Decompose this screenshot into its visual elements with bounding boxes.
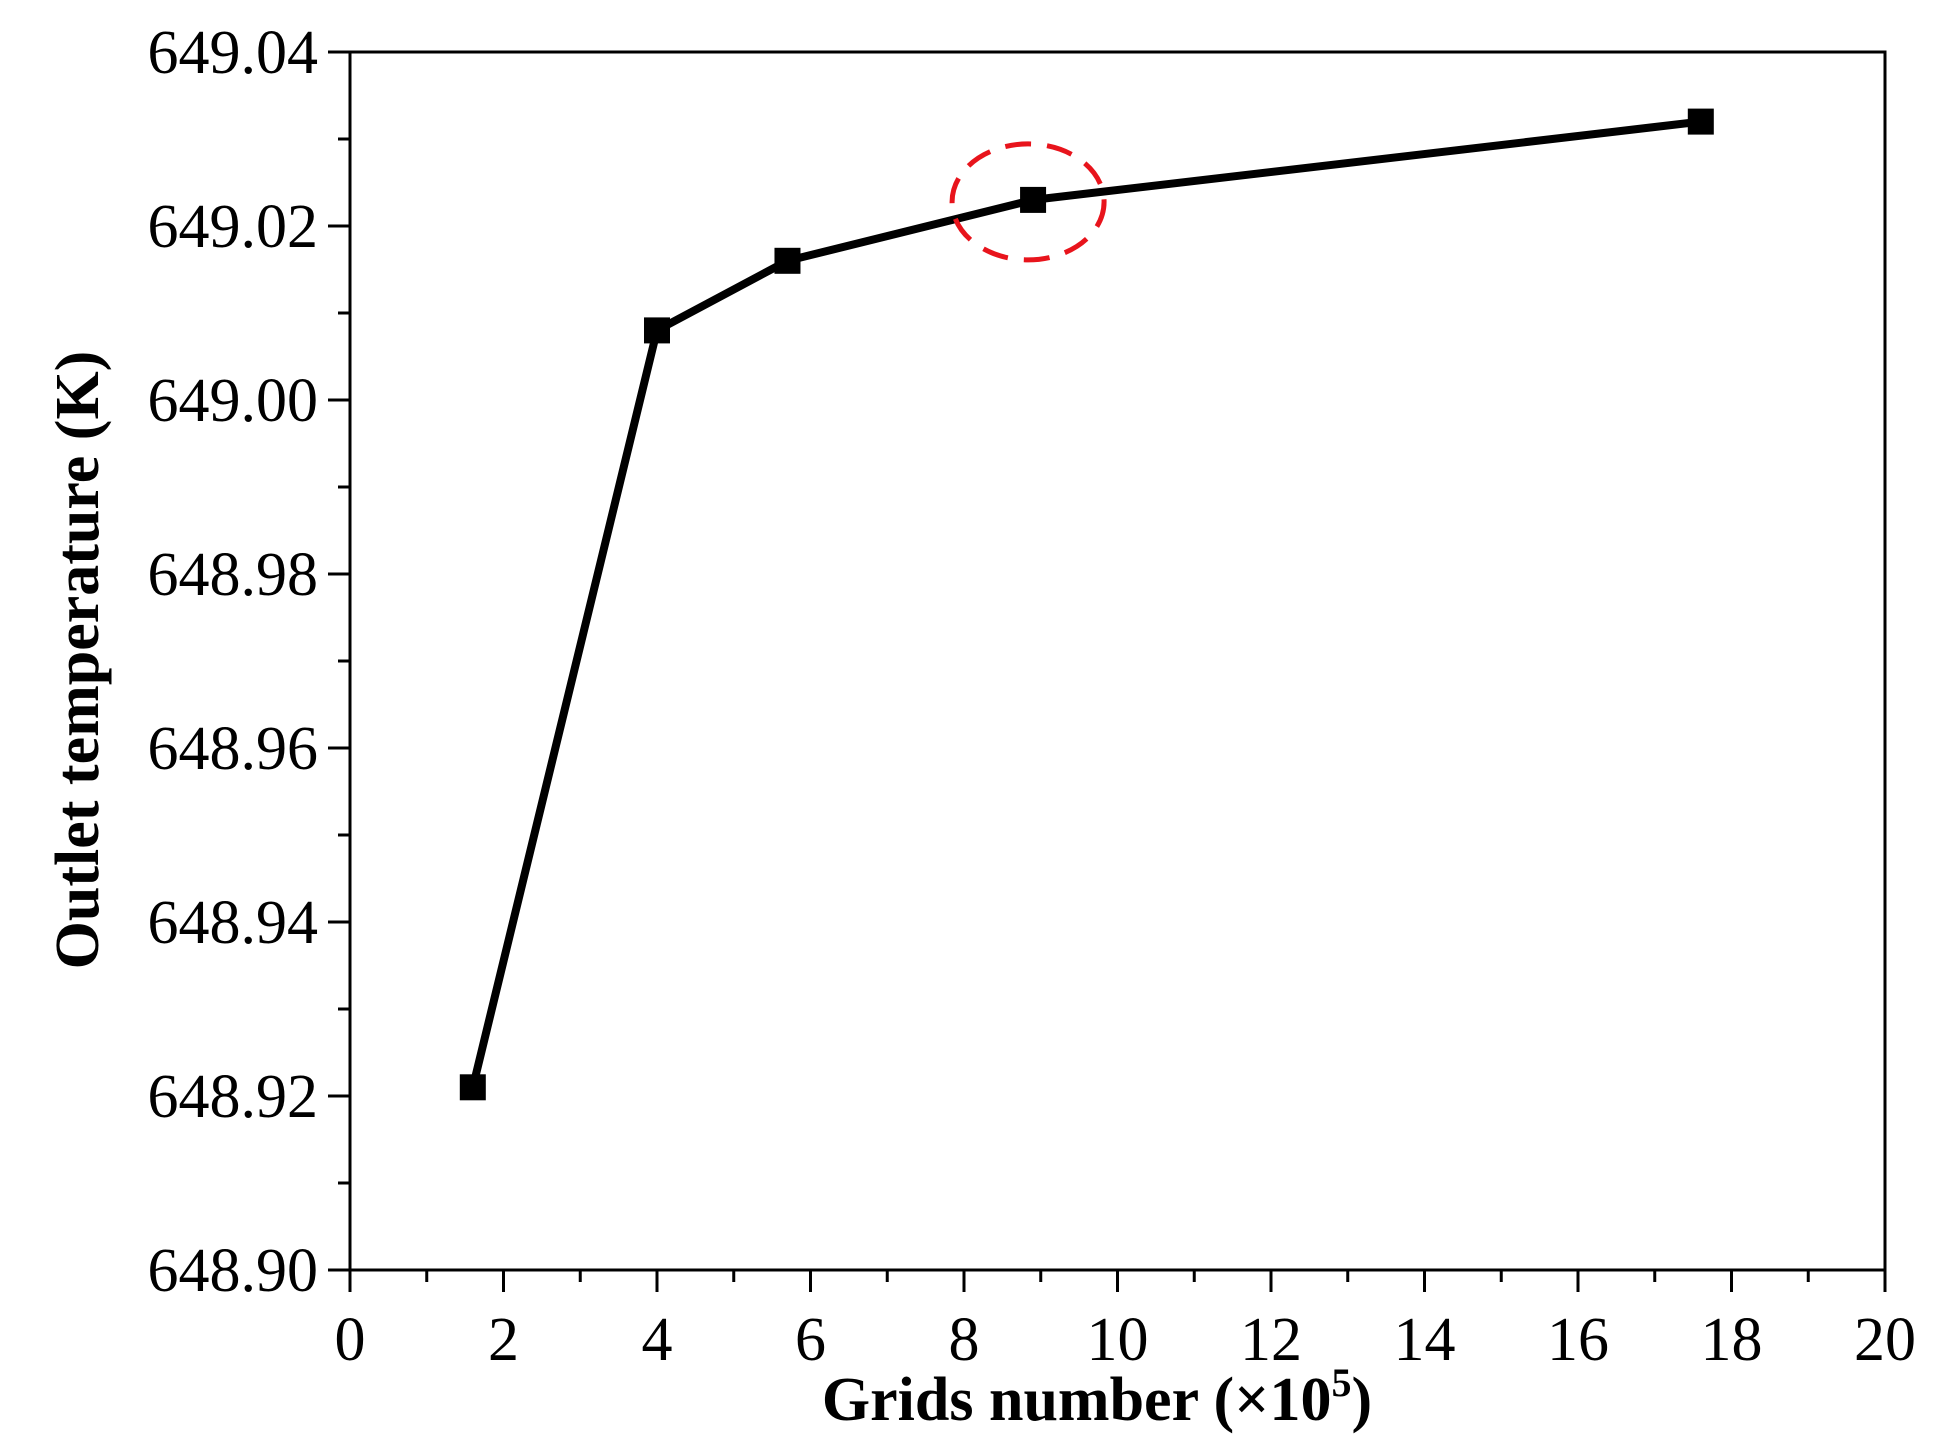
x-tick-label: 6 — [795, 1306, 826, 1374]
y-tick-label: 649.04 — [148, 19, 319, 87]
y-tick-label: 648.98 — [148, 541, 319, 609]
data-point-marker — [1687, 108, 1714, 135]
data-point-marker — [459, 1074, 486, 1101]
y-tick-label: 648.92 — [148, 1063, 319, 1131]
x-tick-label: 10 — [1087, 1306, 1149, 1374]
plot-area: 0 2 4 6 8 10 12 14 16 18 20 648.90 648.92 648.94 648.9… — [148, 19, 1917, 1374]
x-tick-label: 12 — [1240, 1306, 1302, 1374]
data-point-marker — [1020, 186, 1047, 213]
data-point-marker — [644, 317, 670, 344]
y-tick-label: 648.90 — [148, 1237, 319, 1305]
y-tick-label: 648.96 — [148, 715, 319, 783]
x-tick-label: 16 — [1547, 1306, 1609, 1374]
x-tick-label: 2 — [488, 1306, 519, 1374]
data-point-marker — [774, 247, 801, 274]
series-line — [468, 117, 1702, 1089]
y-axis-title: Outlet temperature (K) — [44, 351, 112, 970]
x-tick-label: 4 — [642, 1306, 673, 1374]
y-tick-label: 648.94 — [148, 889, 319, 957]
x-tick-label: 14 — [1394, 1306, 1456, 1374]
x-tick-label: 20 — [1854, 1306, 1916, 1374]
x-tick-label: 0 — [335, 1306, 366, 1374]
x-tick-label: 8 — [949, 1306, 980, 1374]
highlight-ellipse — [949, 141, 1107, 263]
y-tick-label: 649.00 — [148, 367, 319, 435]
x-tick-label: 18 — [1701, 1306, 1763, 1374]
x-axis-title: Grids number (×105) — [822, 1360, 1372, 1434]
y-tick-label: 649.02 — [148, 193, 319, 261]
